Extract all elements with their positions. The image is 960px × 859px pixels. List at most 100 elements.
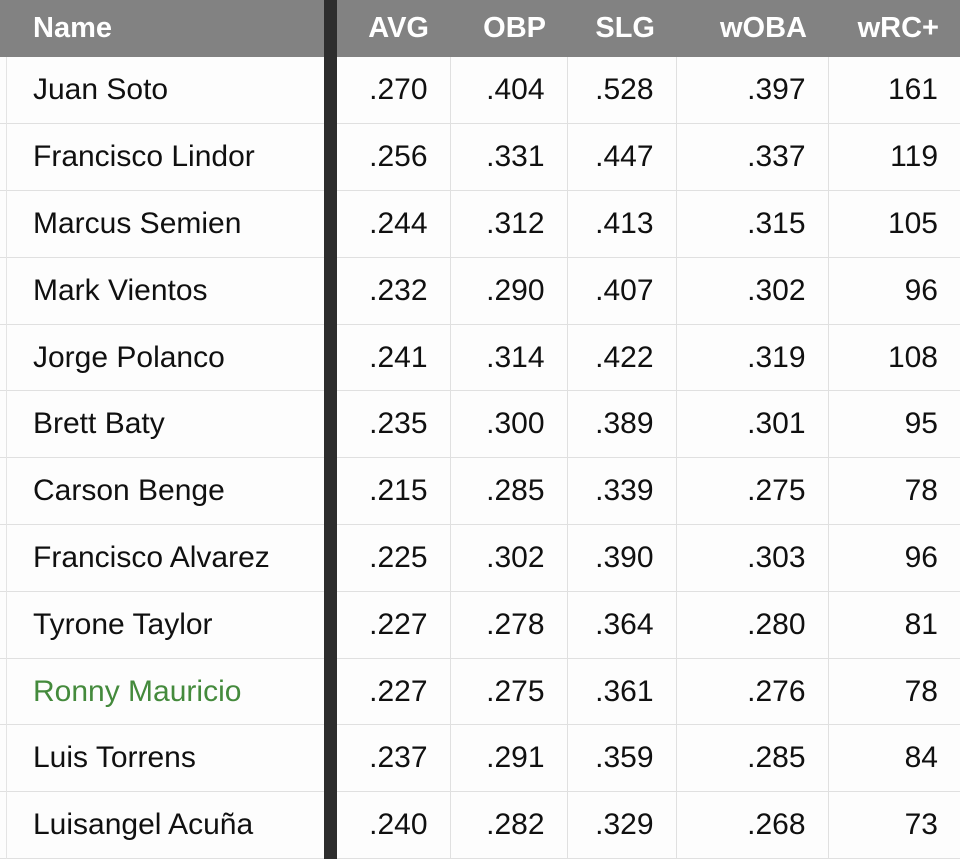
- table-row: Tyrone Taylor .227.278.364.280 81: [0, 591, 960, 659]
- stat-cell-obp: .312: [449, 190, 567, 258]
- stat-cell-woba: .280: [675, 591, 828, 659]
- stat-cell-wrc: 78: [827, 457, 960, 526]
- column-header-obp[interactable]: OBP: [450, 0, 567, 57]
- stat-cell-wrc: 105: [827, 190, 960, 258]
- stat-cell-obp: .282: [449, 791, 567, 859]
- stat-cell-wrc: 95: [827, 390, 960, 459]
- stat-cell-wrc: 78: [827, 658, 960, 726]
- divider-bar: [324, 457, 337, 525]
- table-row: Juan Soto .270.404.528.397 161: [0, 57, 960, 125]
- stat-cell-obp: .290: [449, 257, 567, 325]
- stat-cell-obp: .275: [449, 658, 567, 726]
- table-row: Luis Torrens .237.291.359.285 84: [0, 724, 960, 793]
- stat-cell-avg: .244: [337, 190, 450, 258]
- stat-cell-woba: .337: [675, 123, 828, 192]
- stat-cell-obp: .404: [449, 57, 567, 125]
- stat-cell-obp: .302: [449, 524, 567, 592]
- player-name-cell: Francisco Alvarez: [0, 524, 324, 592]
- column-header-avg[interactable]: AVG: [337, 0, 450, 57]
- player-name-cell: Mark Vientos: [0, 257, 324, 325]
- stat-cell-woba: .303: [675, 524, 828, 592]
- divider-bar: [324, 791, 337, 859]
- stat-cell-woba: .397: [675, 57, 828, 125]
- stat-cell-wrc: 161: [827, 57, 960, 125]
- table-row: Mark Vientos .232.290.407.302 96: [0, 257, 960, 325]
- divider-bar: [324, 390, 337, 458]
- player-name-cell: Brett Baty: [0, 390, 324, 459]
- stat-cell-slg: .422: [566, 324, 676, 392]
- stat-cell-avg: .256: [337, 123, 450, 192]
- stat-cell-avg: .241: [337, 324, 450, 392]
- player-name-cell: Tyrone Taylor: [0, 591, 324, 659]
- stat-cell-slg: .389: [566, 390, 676, 459]
- stat-cell-wrc: 81: [827, 591, 960, 659]
- stat-cell-obp: .278: [449, 591, 567, 659]
- stat-cell-slg: .329: [566, 791, 676, 859]
- table-row: Brett Baty .235.300.389.301 95: [0, 390, 960, 459]
- stat-cell-woba: .285: [675, 724, 828, 793]
- stat-cell-woba: .302: [675, 257, 828, 325]
- stat-cell-avg: .240: [337, 791, 450, 859]
- column-header-woba[interactable]: wOBA: [676, 0, 828, 57]
- stat-cell-obp: .300: [449, 390, 567, 459]
- divider-bar: [324, 658, 337, 725]
- stat-cell-slg: .339: [566, 457, 676, 526]
- stat-cell-slg: .364: [566, 591, 676, 659]
- table-row: Jorge Polanco .241.314.422.319 108: [0, 324, 960, 392]
- player-name-cell: Luisangel Acuña: [0, 791, 324, 859]
- column-header-wrc[interactable]: wRC+: [828, 0, 960, 57]
- table-row: Luisangel Acuña .240.282.329.268 73: [0, 791, 960, 859]
- table-header: Name AVG OBP SLG wOBA wRC+: [0, 0, 960, 57]
- table-row: Ronny Mauricio .227.275.361.276 78: [0, 658, 960, 726]
- player-name-cell: Marcus Semien: [0, 190, 324, 258]
- stat-cell-avg: .235: [337, 390, 450, 459]
- header-row: Name AVG OBP SLG wOBA wRC+: [0, 0, 960, 57]
- header-divider-bar: [324, 0, 337, 57]
- divider-bar: [324, 57, 337, 124]
- stat-cell-obp: .285: [449, 457, 567, 526]
- stat-cell-wrc: 96: [827, 524, 960, 592]
- player-name-cell: Ronny Mauricio: [0, 658, 324, 726]
- stat-cell-wrc: 108: [827, 324, 960, 392]
- player-name-cell: Juan Soto: [0, 57, 324, 125]
- player-name-cell: Luis Torrens: [0, 724, 324, 793]
- column-header-slg[interactable]: SLG: [567, 0, 676, 57]
- stat-cell-woba: .319: [675, 324, 828, 392]
- stat-cell-obp: .331: [449, 123, 567, 192]
- stat-cell-avg: .227: [337, 591, 450, 659]
- stat-cell-slg: .359: [566, 724, 676, 793]
- table-row: Francisco Alvarez .225.302.390.303 96: [0, 524, 960, 592]
- stat-cell-avg: .232: [337, 257, 450, 325]
- player-name-cell: Francisco Lindor: [0, 123, 324, 192]
- stat-cell-woba: .301: [675, 390, 828, 459]
- stat-cell-avg: .225: [337, 524, 450, 592]
- stat-cell-wrc: 96: [827, 257, 960, 325]
- stat-cell-avg: .237: [337, 724, 450, 793]
- stat-cell-wrc: 73: [827, 791, 960, 859]
- table-row: Marcus Semien .244.312.413.315 105: [0, 190, 960, 258]
- divider-bar: [324, 324, 337, 391]
- column-header-name[interactable]: Name: [0, 0, 324, 57]
- table-row: Carson Benge .215.285.339.275 78: [0, 457, 960, 526]
- player-name-cell: Carson Benge: [0, 457, 324, 526]
- stat-cell-slg: .407: [566, 257, 676, 325]
- stat-cell-slg: .447: [566, 123, 676, 192]
- stat-cell-obp: .314: [449, 324, 567, 392]
- player-name-cell: Jorge Polanco: [0, 324, 324, 392]
- stat-cell-slg: .528: [566, 57, 676, 125]
- stat-cell-avg: .227: [337, 658, 450, 726]
- divider-bar: [324, 123, 337, 191]
- stat-cell-obp: .291: [449, 724, 567, 793]
- table-row: Francisco Lindor .256.331.447.337 119: [0, 123, 960, 192]
- stat-cell-avg: .215: [337, 457, 450, 526]
- stat-cell-woba: .315: [675, 190, 828, 258]
- stat-cell-woba: .275: [675, 457, 828, 526]
- divider-bar: [324, 724, 337, 792]
- divider-bar: [324, 524, 337, 592]
- stat-cell-wrc: 84: [827, 724, 960, 793]
- divider-bar: [324, 190, 337, 258]
- table-body: Juan Soto .270.404.528.397 161 Francisco Li…: [0, 57, 960, 859]
- divider-bar: [324, 257, 337, 325]
